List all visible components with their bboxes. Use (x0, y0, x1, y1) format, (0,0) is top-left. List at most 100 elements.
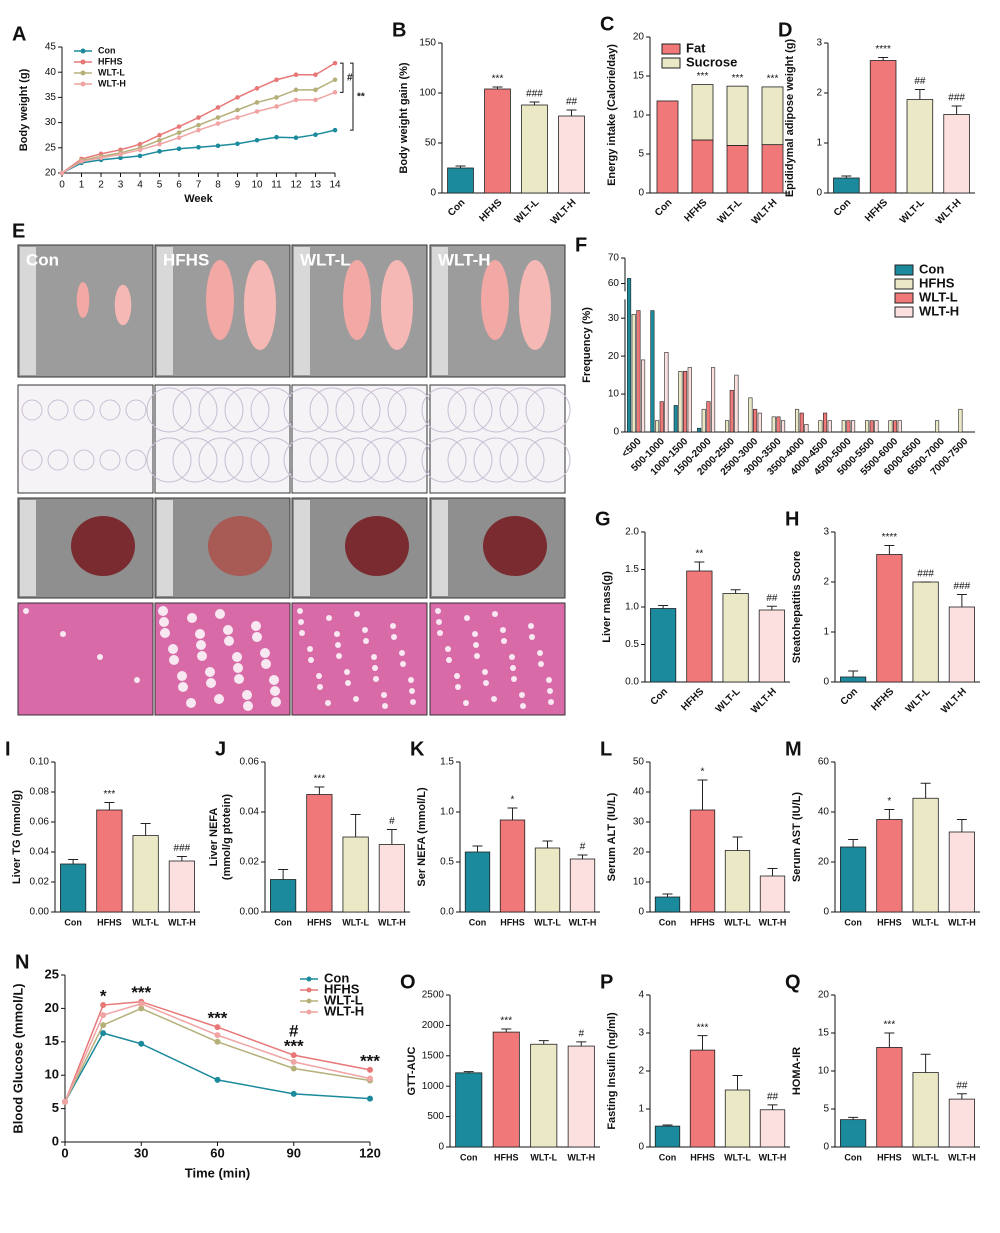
data-point (157, 132, 162, 138)
y-axis-title: Steatohepatitis Score (791, 551, 803, 663)
data-point (254, 137, 260, 143)
annotation: ** (357, 91, 365, 102)
error-bar (848, 670, 859, 677)
bar (912, 797, 939, 913)
bar (499, 819, 526, 913)
droplet (373, 676, 379, 682)
x-tick-label: 120 (359, 1145, 381, 1160)
x-tick-label: WLT-H (567, 1152, 595, 1162)
bar (893, 420, 898, 433)
annotation: # (347, 72, 353, 83)
annotation: *** (500, 1016, 512, 1027)
y-tick-label: 0.10 (30, 757, 50, 768)
error-bar (732, 836, 743, 851)
droplet (260, 648, 270, 658)
droplet (177, 671, 187, 681)
droplet (186, 698, 196, 708)
data-point (235, 115, 240, 120)
bar (558, 115, 585, 194)
y-tick-label: 1 (638, 1104, 644, 1115)
annotation: ## (767, 1091, 779, 1102)
bar (876, 554, 903, 683)
cell (499, 387, 545, 433)
cell (198, 437, 244, 483)
y-tick-label: 0.5 (625, 639, 639, 650)
y-tick-label: 1000 (422, 1081, 445, 1092)
data-point (215, 105, 221, 110)
data-point (235, 95, 240, 100)
legend-swatch (894, 278, 914, 290)
ruler (157, 247, 173, 375)
x-tick-label: 13 (310, 180, 322, 191)
y-axis-title: HOMA-IR (791, 1047, 803, 1095)
droplet (371, 654, 377, 660)
cell (283, 387, 329, 433)
bar (795, 408, 800, 433)
legend-marker (80, 81, 86, 87)
y-tick-label: 0 (430, 188, 436, 199)
droplet (326, 615, 332, 621)
annotation: ## (914, 76, 926, 87)
y-tick-label: 0 (52, 1133, 59, 1148)
y-tick-label: 70 (608, 253, 620, 264)
tissue (343, 260, 371, 340)
y-axis-title: Ser NEFA (mmol/L) (416, 787, 428, 887)
data-point (176, 124, 182, 129)
error-bar (350, 814, 361, 837)
panel-label: A (12, 23, 26, 45)
error-bar (878, 57, 889, 61)
droplet (187, 613, 197, 623)
bar (655, 420, 660, 433)
y-tick-label: 2 (823, 577, 829, 588)
annotation: ## (956, 1080, 968, 1091)
data-point (332, 60, 338, 66)
bar (897, 420, 902, 433)
cell (99, 449, 121, 471)
x-tick-label: 30 (134, 1145, 148, 1160)
error-bar (956, 1093, 967, 1100)
cell (499, 437, 545, 483)
droplet (537, 650, 543, 656)
droplet (334, 631, 340, 637)
y-tick-label: 0.06 (30, 817, 50, 828)
y-tick-label: 10 (818, 1066, 830, 1077)
annotation: ### (917, 569, 934, 580)
ruler (157, 500, 173, 596)
y-axis-title: Fasting Insulin (ng/ml) (606, 1012, 618, 1130)
x-tick-label: WLT-H (168, 917, 196, 927)
annotation: * (701, 767, 705, 778)
y-tick-label: 20 (45, 168, 57, 179)
legend-swatch (894, 264, 914, 276)
bar (678, 370, 683, 433)
bar-segment (761, 144, 784, 194)
y-tick-label: 0.06 (240, 757, 260, 768)
data-point (290, 1052, 297, 1059)
bar-segment (761, 86, 784, 146)
panel-label: C (600, 13, 614, 35)
legend-label: HFHS (98, 56, 123, 66)
annotation: # (578, 1028, 584, 1039)
error-bar (662, 893, 673, 897)
bar (447, 167, 474, 194)
droplet (492, 611, 498, 617)
cell (198, 387, 244, 433)
x-tick-label: WLT-H (759, 917, 787, 927)
legend-label: Sucrose (686, 54, 737, 69)
x-tick-label: HFHS (877, 1152, 902, 1162)
bar (342, 836, 369, 913)
liver (208, 516, 272, 576)
bar (631, 314, 636, 433)
droplet (464, 615, 470, 621)
droplet (408, 677, 414, 683)
x-axis-title: Time (min) (185, 1165, 251, 1180)
annotation: ### (174, 843, 191, 854)
error-bar (577, 854, 588, 859)
cell (335, 387, 381, 433)
bar (484, 88, 511, 194)
image-tile (17, 384, 154, 494)
bar (823, 412, 828, 433)
annotation: # (289, 1022, 299, 1041)
error-bar (455, 165, 466, 168)
data-point (215, 115, 221, 120)
legend-label: WLT-H (324, 1003, 364, 1018)
